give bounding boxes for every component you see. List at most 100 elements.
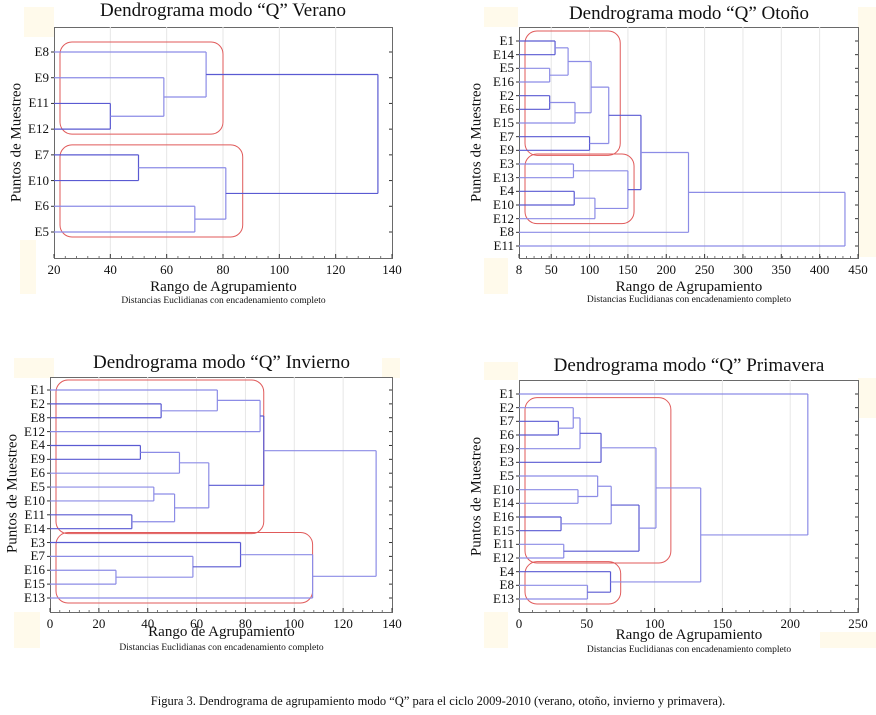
leaf-label: E6 bbox=[34, 198, 49, 214]
leaf-label: E16 bbox=[493, 509, 514, 524]
leaf-label: E2 bbox=[499, 87, 514, 103]
chart-title: Dendrograma modo “Q” Otoño bbox=[568, 3, 810, 24]
leaf-label: E8 bbox=[499, 577, 514, 593]
x-axis-label: Rango de Agrupamiento bbox=[148, 624, 295, 640]
decorative-shading bbox=[858, 378, 876, 418]
x-axis-sublabel: Distancias Euclidianas con encadenamient… bbox=[119, 643, 324, 653]
dendrogram-link bbox=[519, 475, 599, 498]
leaf-label: E3 bbox=[30, 534, 45, 550]
leaf-label: E3 bbox=[499, 156, 514, 171]
leaf-label: E14 bbox=[24, 520, 45, 536]
leaf-label: E2 bbox=[30, 395, 45, 411]
leaf-label: E12 bbox=[24, 423, 45, 439]
x-tick-label: 350 bbox=[771, 262, 792, 277]
leaf-label: E6 bbox=[30, 465, 45, 481]
leaf-label: E6 bbox=[499, 101, 514, 117]
leaf-label: E10 bbox=[493, 481, 514, 497]
cluster-box bbox=[524, 153, 635, 225]
x-axis-label: Rango de Agrupamiento bbox=[615, 627, 763, 643]
dendrogram-link bbox=[563, 504, 640, 552]
x-tick-label: 200 bbox=[656, 262, 677, 277]
dendrogram-link bbox=[519, 191, 846, 247]
decorative-shading bbox=[820, 632, 876, 648]
x-tick-label: 100 bbox=[644, 616, 665, 631]
leaf-label: E12 bbox=[28, 121, 49, 137]
cluster-box bbox=[524, 561, 622, 605]
leaf-label: E7 bbox=[34, 146, 49, 162]
cluster-box bbox=[524, 30, 621, 156]
x-tick-label: 200 bbox=[780, 616, 800, 631]
leaf-label: E4 bbox=[499, 183, 514, 199]
leaf-label: E15 bbox=[24, 576, 45, 592]
leaf-label: E10 bbox=[24, 492, 45, 508]
x-axis-sublabel: Distancias Euclidianas con encadenamient… bbox=[121, 296, 326, 306]
x-tick-label: 20 bbox=[47, 262, 61, 277]
leaf-label: E11 bbox=[24, 506, 45, 522]
decorative-shading bbox=[382, 358, 400, 378]
chart-title: Dendrograma modo “Q” Primavera bbox=[553, 355, 825, 376]
x-tick-label: 140 bbox=[382, 616, 402, 631]
dendrogram-link bbox=[519, 489, 579, 504]
leaf-label: E16 bbox=[493, 74, 514, 89]
decorative-shading bbox=[484, 258, 508, 294]
leaf-label: E10 bbox=[28, 172, 49, 188]
x-tick-label: 150 bbox=[712, 616, 733, 631]
figure-caption: Figura 3. Dendrograma de agrupamiento mo… bbox=[150, 694, 726, 708]
leaf-label: E5 bbox=[30, 479, 45, 495]
x-axis-sublabel: Distancias Euclidianas con encadenamient… bbox=[586, 645, 792, 655]
chart-title: Dendrograma modo “Q” Verano bbox=[99, 0, 347, 21]
dendrogram-link bbox=[561, 485, 612, 525]
leaf-label: E8 bbox=[499, 224, 514, 240]
leaf-label: E6 bbox=[499, 427, 514, 442]
x-axis-sublabel: Distancias Euclidianas con encadenamient… bbox=[586, 295, 792, 305]
leaf-label: E1 bbox=[499, 33, 514, 48]
x-tick-label: 100 bbox=[284, 616, 305, 631]
leaf-label: E9 bbox=[30, 451, 45, 467]
dendrogram-link bbox=[601, 447, 657, 529]
leaf-label: E2 bbox=[499, 399, 514, 415]
cluster-box bbox=[59, 41, 224, 135]
leaf-label: E12 bbox=[493, 210, 514, 226]
dendrogram-link bbox=[519, 432, 602, 463]
decorative-shading bbox=[484, 7, 518, 27]
x-tick-label: 50 bbox=[580, 616, 594, 631]
leaf-label: E9 bbox=[34, 69, 49, 85]
leaf-label: E16 bbox=[24, 562, 45, 578]
leaf-label: E13 bbox=[493, 591, 514, 606]
dendrogram-link bbox=[206, 73, 379, 195]
x-tick-label: 60 bbox=[190, 616, 204, 631]
x-tick-label: 100 bbox=[579, 262, 600, 277]
leaf-label: E7 bbox=[30, 548, 45, 564]
x-tick-label: 50 bbox=[544, 262, 558, 277]
leaf-label: E8 bbox=[30, 409, 45, 425]
leaf-label: E7 bbox=[499, 413, 514, 429]
cluster-box bbox=[59, 144, 244, 238]
chart-title: Dendrograma modo “Q” Invierno bbox=[93, 352, 350, 373]
leaf-label: E3 bbox=[499, 454, 514, 470]
leaf-label: E10 bbox=[493, 197, 514, 212]
x-tick-label: 20 bbox=[92, 616, 106, 631]
dendrogram-link bbox=[519, 407, 574, 429]
dendrogram-link bbox=[519, 584, 589, 600]
leaf-label: E13 bbox=[24, 590, 45, 605]
cluster-box bbox=[524, 397, 672, 564]
dendrogram-link bbox=[519, 571, 612, 593]
leaf-label: E4 bbox=[30, 437, 45, 453]
plot-frame bbox=[519, 380, 859, 613]
leaf-label: E15 bbox=[493, 115, 514, 130]
leaf-label: E1 bbox=[499, 386, 514, 401]
leaf-label: E5 bbox=[34, 224, 49, 239]
plot-frame bbox=[50, 377, 393, 613]
x-tick-label: 0 bbox=[515, 616, 523, 631]
leaf-label: E14 bbox=[493, 46, 514, 62]
decorative-shading bbox=[14, 612, 40, 648]
decorative-shading bbox=[24, 7, 54, 37]
x-tick-label: 80 bbox=[216, 262, 230, 277]
leaf-label: E9 bbox=[499, 440, 514, 456]
leaf-label: E15 bbox=[493, 522, 514, 538]
x-tick-label: 0 bbox=[46, 616, 54, 631]
x-tick-label: 8 bbox=[515, 262, 523, 277]
x-tick-label: 250 bbox=[694, 262, 715, 277]
